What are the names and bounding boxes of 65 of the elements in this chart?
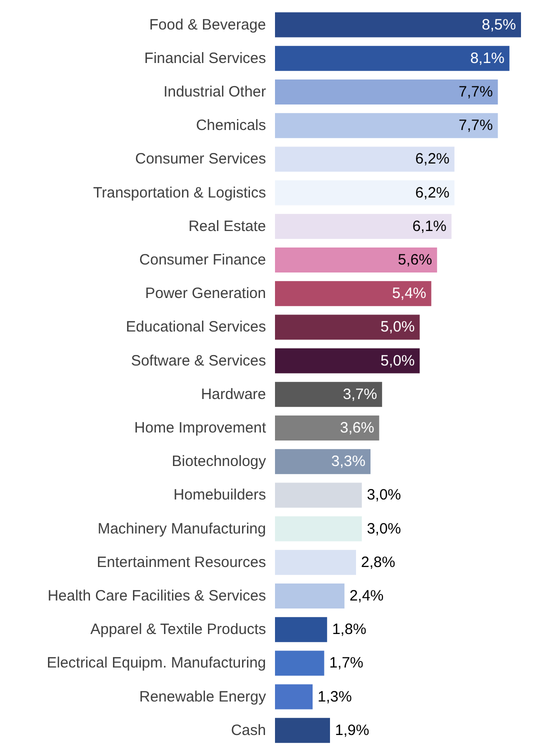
data-label: 6,1% <box>412 218 447 235</box>
y-tick-label: Real Estate <box>188 218 266 235</box>
y-tick-label: Chemicals <box>196 117 266 134</box>
data-label: 2,8% <box>361 554 396 571</box>
data-label: 5,6% <box>398 252 432 268</box>
y-tick-label: Consumer Services <box>135 150 266 168</box>
data-label: 3,3% <box>331 453 366 470</box>
bar <box>275 80 498 104</box>
y-tick-label: Renewable Energy <box>139 688 266 706</box>
data-label: 6,2% <box>415 150 450 168</box>
y-tick-label: Industrial Other <box>163 84 266 100</box>
data-label: 1,3% <box>318 688 352 706</box>
y-tick-label: Financial Services <box>144 50 266 67</box>
bar <box>275 584 344 608</box>
data-label: 7,7% <box>458 117 493 134</box>
bar <box>275 146 454 172</box>
data-label: 5,0% <box>380 318 415 336</box>
bar <box>275 449 371 474</box>
bar <box>275 650 324 676</box>
y-tick-label: Educational Services <box>126 318 266 336</box>
data-label: 7,7% <box>458 84 493 100</box>
y-tick-label: Biotechnology <box>172 453 266 470</box>
data-label: 1,9% <box>334 722 370 739</box>
y-tick-label: Home Improvement <box>134 420 267 436</box>
y-tick-label: Power Generation <box>145 285 266 302</box>
bar <box>275 214 452 239</box>
data-label: 5,0% <box>380 352 415 370</box>
data-label: 3,6% <box>340 420 374 436</box>
bar <box>275 248 438 272</box>
bar <box>275 12 521 38</box>
bar <box>275 46 510 71</box>
data-label: 5,4% <box>392 285 426 302</box>
data-label: 8,1% <box>470 50 504 67</box>
data-label: 1,7% <box>329 654 364 672</box>
data-label: 3,7% <box>342 386 378 403</box>
data-label: 8,5% <box>482 16 516 34</box>
y-tick-label: Homebuilders <box>173 486 266 504</box>
y-tick-label: Hardware <box>200 386 266 403</box>
data-label: 3,0% <box>366 486 402 504</box>
bar <box>275 416 380 440</box>
data-label: 6,2% <box>415 184 450 202</box>
data-label: 2,4% <box>349 588 384 604</box>
y-tick-label: Cash <box>230 722 266 739</box>
bar <box>275 382 382 407</box>
data-label: 1,8% <box>332 621 366 638</box>
bar <box>275 348 420 374</box>
bar <box>275 482 362 508</box>
y-tick-label: Health Care Facilities & Services <box>48 588 266 604</box>
y-tick-label: Food & Beverage <box>149 16 266 34</box>
bar <box>275 113 498 138</box>
bar <box>275 550 356 575</box>
y-tick-label: Software & Services <box>130 352 266 370</box>
bar <box>275 684 313 710</box>
bar <box>275 718 330 743</box>
y-tick-label: Machinery Manufacturing <box>98 520 266 538</box>
bar <box>275 281 432 306</box>
y-tick-label: Entertainment Resources <box>96 554 266 571</box>
y-tick-label: Consumer Finance <box>139 252 266 268</box>
bar <box>275 617 328 642</box>
y-tick-label: Electrical Equipm. Manufacturing <box>46 654 266 672</box>
bar <box>275 314 420 340</box>
data-label: 3,0% <box>366 520 402 538</box>
y-tick-label: Transportation & Logistics <box>93 184 266 202</box>
bar <box>275 516 362 542</box>
y-tick-label: Apparel & Textile Products <box>90 621 266 638</box>
